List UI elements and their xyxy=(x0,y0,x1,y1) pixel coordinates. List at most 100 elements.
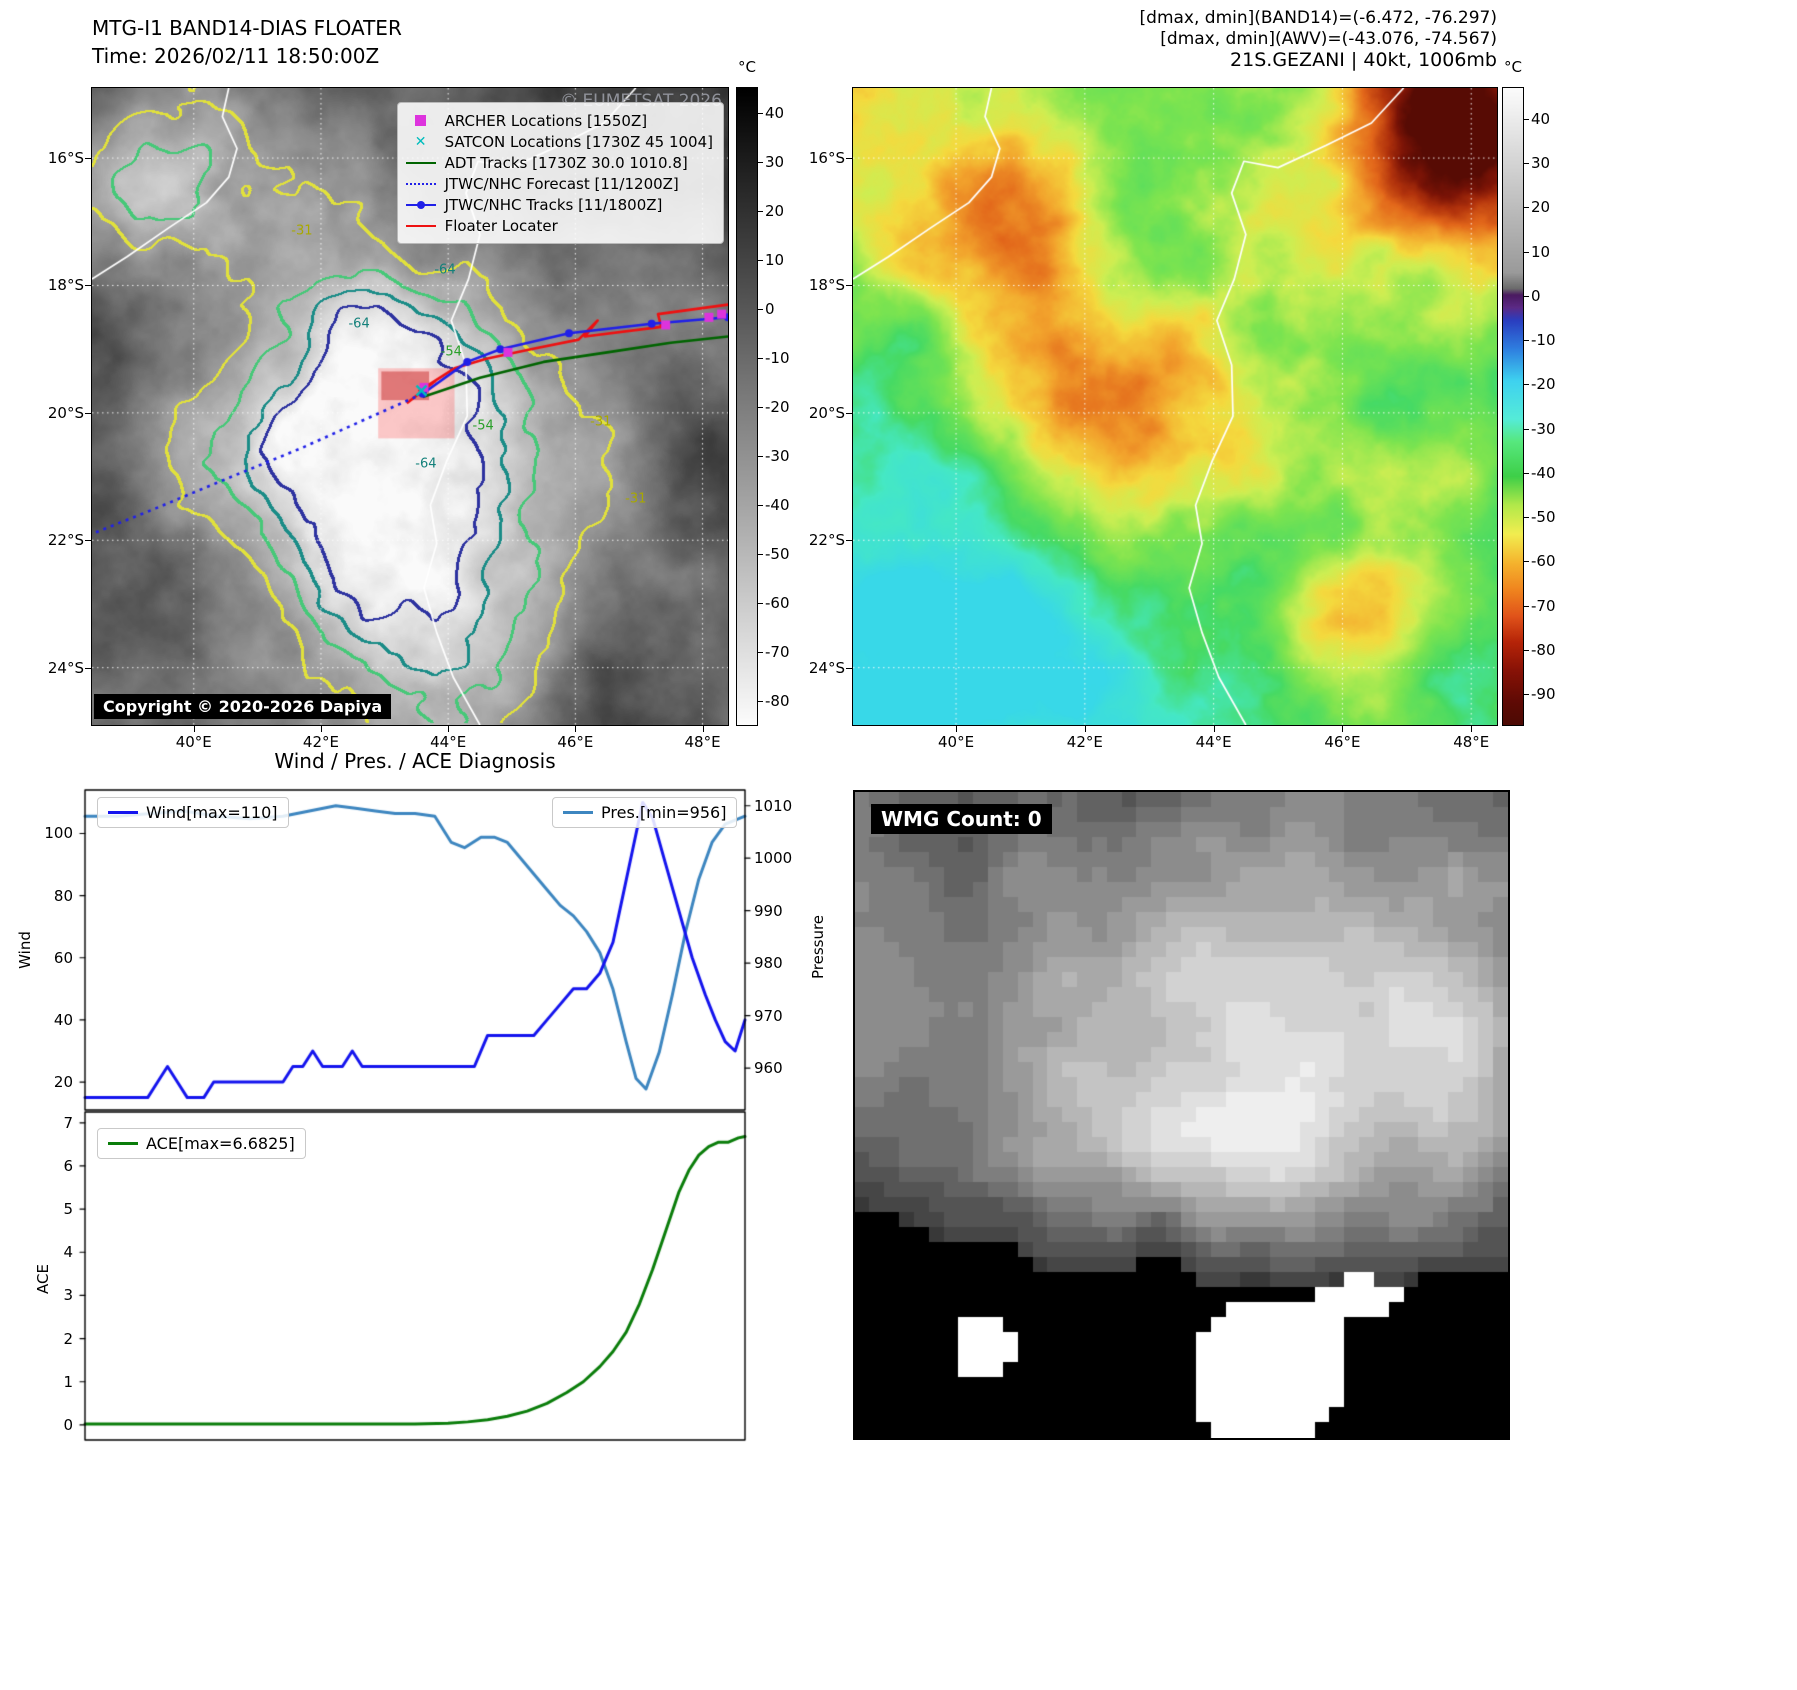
copyright-banner: Copyright © 2020-2026 Dapiya xyxy=(94,694,392,719)
colorbar-tick-label: 20 xyxy=(1531,198,1551,217)
x-tick-mark xyxy=(702,726,704,732)
y-tick-label: 16°S xyxy=(47,149,84,168)
x-tick-mark xyxy=(956,726,958,732)
wmg-panel: WMG Count: 0 xyxy=(853,790,1510,1440)
square-legend-marker xyxy=(406,114,436,128)
line-dot-legend-marker xyxy=(405,198,436,212)
colorbar-tick-mark xyxy=(1524,340,1529,342)
colorbar-tick-label: -50 xyxy=(1531,508,1556,527)
pressure-tick-label: 990 xyxy=(754,901,783,920)
x-tick-label: 40°E xyxy=(175,733,212,751)
y-tick-mark xyxy=(85,158,91,160)
colorbar-tick-mark xyxy=(1524,472,1529,474)
x-tick-label: 48°E xyxy=(1453,733,1490,751)
colorbar-tick-mark xyxy=(758,308,763,310)
colorbar-tick-mark xyxy=(758,210,763,212)
colorbar-tick-mark xyxy=(1524,517,1529,519)
colorbar-tick-label: -10 xyxy=(1531,331,1556,350)
dotted-icon xyxy=(405,182,436,185)
legend-item-label: Floater Locater xyxy=(444,216,558,235)
ace-tick-label: 2 xyxy=(63,1329,73,1348)
colorbar-tick-mark xyxy=(1524,295,1529,297)
y-tick-label: 24°S xyxy=(808,658,845,677)
ace-tick-label: 1 xyxy=(63,1372,73,1391)
contour-label: -31 xyxy=(291,223,313,239)
pressure-tick-label: 1010 xyxy=(754,796,793,815)
x-tick-label: 44°E xyxy=(430,733,467,751)
line-icon xyxy=(405,224,436,227)
colorbar-tick-mark xyxy=(758,553,763,555)
contour-label: -64 xyxy=(348,316,370,332)
y-tick-label: 18°S xyxy=(808,276,845,295)
x-tick-mark xyxy=(1213,726,1215,732)
x-tick-label: 44°E xyxy=(1195,733,1232,751)
x-tick-label: 42°E xyxy=(302,733,339,751)
colorbar-tick-mark xyxy=(758,455,763,457)
colorbar-tick-label: 20 xyxy=(765,201,785,220)
x-tick-label: 48°E xyxy=(684,733,721,751)
colorbar-tick-label: 30 xyxy=(765,152,785,171)
wind-tick-label: 80 xyxy=(53,886,73,905)
colorbar-tick-mark xyxy=(1524,207,1529,209)
contour-label: -31 xyxy=(625,491,647,507)
colorbar-tick-label: -30 xyxy=(765,446,790,465)
x-tick-mark xyxy=(193,726,195,732)
x-tick-mark xyxy=(1342,726,1344,732)
colorbar-tick-label: 30 xyxy=(1531,154,1551,173)
ace-legend-label: ACE[max=6.6825] xyxy=(146,1134,295,1153)
awv-satellite-canvas xyxy=(853,88,1497,725)
wind-tick-label: 40 xyxy=(53,1010,73,1029)
legend-item-label: JTWC/NHC Tracks [11/1800Z] xyxy=(444,195,663,214)
wind-axis-label: Wind xyxy=(15,931,34,969)
pres-legend-line-icon xyxy=(563,811,593,814)
colorbar-tick-mark xyxy=(758,406,763,408)
band14-time: Time: 2026/02/11 18:50:00Z xyxy=(92,44,380,68)
colorbar-tick-mark xyxy=(758,504,763,506)
legend-item: JTWC/NHC Tracks [11/1800Z] xyxy=(405,194,713,215)
x-tick-label: 46°E xyxy=(1324,733,1361,751)
y-tick-mark xyxy=(85,667,91,669)
pressure-tick-label: 970 xyxy=(754,1006,783,1025)
colorbar-tick-mark xyxy=(1524,649,1529,651)
band14-colorbar-unit: °C xyxy=(738,58,756,76)
colorbar-tick-mark xyxy=(1524,251,1529,253)
colorbar-tick-label: -20 xyxy=(765,397,790,416)
awv-colorbar xyxy=(1502,87,1524,726)
wind-tick-label: 20 xyxy=(53,1073,73,1092)
colorbar-tick-mark xyxy=(1524,605,1529,607)
wind-legend-label: Wind[max=110] xyxy=(146,803,278,822)
colorbar-tick-label: -80 xyxy=(765,691,790,710)
colorbar-tick-label: 40 xyxy=(765,103,785,122)
colorbar-tick-mark xyxy=(1524,694,1529,696)
pres-legend: Pres.[min=956] xyxy=(552,797,738,828)
colorbar-tick-label: 40 xyxy=(1531,109,1551,128)
x-legend-marker: ✕ xyxy=(406,135,436,149)
wmg-count-label: WMG Count: 0 xyxy=(871,804,1052,834)
legend-item-label: SATCON Locations [1730Z 45 1004] xyxy=(444,132,713,151)
awv-map xyxy=(852,87,1498,726)
ace-tick-label: 7 xyxy=(63,1113,73,1132)
x-tick-label: 46°E xyxy=(557,733,594,751)
colorbar-tick-mark xyxy=(1524,163,1529,165)
colorbar-tick-label: -80 xyxy=(1531,640,1556,659)
band14-colorbar xyxy=(736,87,758,726)
colorbar-tick-mark xyxy=(758,602,763,604)
wind-legend-line-icon xyxy=(108,811,138,814)
contour-label: -54 xyxy=(440,344,462,360)
colorbar-tick-label: -10 xyxy=(765,348,790,367)
legend-item-label: JTWC/NHC Forecast [11/1200Z] xyxy=(444,174,679,193)
colorbar-tick-label: -60 xyxy=(765,593,790,612)
ace-tick-label: 3 xyxy=(63,1286,73,1305)
satcon-x-icon: ✕ xyxy=(414,133,427,150)
y-tick-mark xyxy=(85,540,91,542)
colorbar-tick-label: -70 xyxy=(765,642,790,661)
diagnosis-title: Wind / Pres. / ACE Diagnosis xyxy=(274,749,556,773)
y-tick-mark xyxy=(85,285,91,287)
y-tick-mark xyxy=(846,667,852,669)
track-dot-icon xyxy=(416,200,425,209)
wind-legend: Wind[max=110] xyxy=(97,797,289,828)
colorbar-tick-mark xyxy=(1524,118,1529,120)
legend-item: ✕ SATCON Locations [1730Z 45 1004] xyxy=(406,131,713,152)
x-tick-mark xyxy=(448,726,450,732)
